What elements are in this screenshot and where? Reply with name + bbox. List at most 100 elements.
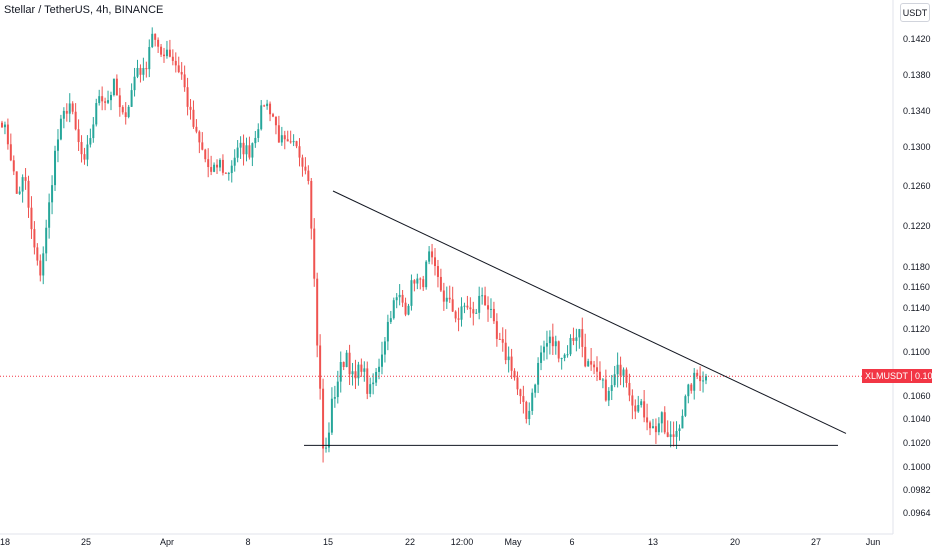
candle-body bbox=[678, 428, 681, 431]
candle-body bbox=[604, 379, 607, 401]
candle-body bbox=[590, 361, 593, 365]
time-tick-11: 27 bbox=[811, 537, 821, 547]
candle-body bbox=[425, 261, 428, 288]
candle-body bbox=[266, 103, 269, 107]
candle-body bbox=[274, 116, 277, 126]
candle-body bbox=[702, 380, 705, 382]
candle-body bbox=[295, 141, 298, 147]
candle-body bbox=[319, 345, 322, 389]
candle-body bbox=[675, 430, 678, 437]
candle-body bbox=[513, 370, 516, 378]
candle-body bbox=[95, 103, 98, 125]
candle-body bbox=[289, 141, 292, 143]
candle-body bbox=[469, 307, 472, 310]
candle-body bbox=[301, 157, 304, 167]
time-tick-10: 20 bbox=[730, 537, 740, 547]
candle-body bbox=[654, 426, 657, 433]
candle-body bbox=[201, 142, 204, 150]
candle-body bbox=[501, 339, 504, 343]
candle-body bbox=[239, 142, 242, 148]
candle-body bbox=[163, 54, 166, 57]
price-tick-13: 0.1020 bbox=[903, 438, 931, 448]
candle-body bbox=[540, 352, 543, 363]
candle-body bbox=[154, 33, 157, 40]
candle-body bbox=[6, 124, 9, 145]
candle-body bbox=[27, 180, 30, 208]
candle-body bbox=[348, 352, 351, 375]
candle-body bbox=[392, 300, 395, 319]
candle-body bbox=[413, 280, 416, 284]
time-tick-5: 22 bbox=[405, 537, 415, 547]
candle-body bbox=[551, 336, 554, 347]
candle-body bbox=[345, 352, 348, 368]
price-axis[interactable]: 0.1420 0.1380 0.1340 0.1300 0.1260 0.1220 0.11… bbox=[903, 34, 931, 518]
candle-body bbox=[669, 434, 672, 437]
candle-body bbox=[83, 154, 86, 160]
price-tick-3: 0.1300 bbox=[903, 142, 931, 152]
time-tick-6: 12:00 bbox=[451, 537, 474, 547]
candle-body bbox=[192, 109, 195, 127]
candle-body bbox=[587, 361, 590, 367]
trendlines-layer bbox=[304, 190, 847, 446]
candle-body bbox=[18, 191, 21, 194]
candle-body bbox=[369, 384, 372, 394]
candle-body bbox=[419, 278, 422, 280]
chart-title: Stellar / TetherUS, 4h, BINANCE bbox=[4, 4, 164, 16]
candle-body bbox=[3, 124, 6, 128]
candle-body bbox=[666, 432, 669, 437]
candle-body bbox=[165, 49, 168, 57]
price-tick-6: 0.1180 bbox=[903, 262, 930, 272]
candle-body bbox=[495, 321, 498, 339]
candle-body bbox=[487, 305, 490, 310]
candle-body bbox=[637, 405, 640, 412]
candle-body bbox=[569, 337, 572, 355]
candle-body bbox=[101, 96, 104, 102]
candle-body bbox=[398, 294, 401, 298]
price-tick-5: 0.1220 bbox=[903, 221, 931, 231]
candle-body bbox=[386, 321, 389, 342]
price-tick-4: 0.1260 bbox=[903, 181, 931, 191]
candle-body bbox=[472, 309, 475, 314]
candle-body bbox=[189, 106, 192, 110]
price-tick-15: 0.0982 bbox=[903, 485, 931, 495]
candle-body bbox=[89, 138, 92, 145]
currency-unit-button[interactable]: USDT bbox=[900, 3, 930, 22]
candle-body bbox=[59, 118, 62, 140]
candle-body bbox=[389, 318, 392, 322]
candle-body bbox=[151, 33, 154, 48]
candle-body bbox=[233, 157, 236, 166]
candle-body bbox=[316, 278, 319, 346]
price-tick-8: 0.1140 bbox=[903, 303, 930, 313]
candle-body bbox=[380, 354, 383, 367]
candle-body bbox=[12, 160, 15, 172]
price-tick-2: 0.1340 bbox=[903, 106, 931, 116]
candle-body bbox=[475, 312, 478, 314]
price-tick-7: 0.1160 bbox=[903, 282, 930, 292]
candle-body bbox=[542, 346, 545, 353]
candle-body bbox=[699, 375, 702, 382]
candle-body bbox=[333, 397, 336, 399]
candle-body bbox=[145, 68, 148, 70]
candle-body bbox=[327, 432, 330, 448]
candle-body bbox=[363, 368, 366, 372]
candle-body bbox=[322, 388, 325, 449]
candle-body bbox=[705, 376, 707, 381]
candle-body bbox=[516, 377, 519, 390]
descending-trendline[interactable] bbox=[332, 190, 847, 434]
candle-body bbox=[263, 105, 266, 107]
candle-body bbox=[30, 207, 33, 230]
time-axis[interactable]: 18 25 Apr 8 15 22 12:00 May 6 13 20 27 Jun bbox=[0, 537, 880, 547]
price-tick-9: 0.1120 bbox=[903, 324, 930, 334]
candle-body bbox=[42, 253, 45, 276]
candle-body bbox=[271, 114, 274, 117]
candle-body bbox=[631, 395, 634, 406]
candle-body bbox=[572, 337, 575, 341]
candle-body bbox=[71, 103, 74, 112]
candle-body bbox=[260, 105, 263, 130]
candle-body bbox=[531, 392, 534, 411]
candle-body bbox=[625, 369, 628, 383]
candle-body bbox=[160, 46, 163, 55]
candle-body bbox=[510, 356, 513, 371]
candle-body bbox=[269, 103, 272, 115]
